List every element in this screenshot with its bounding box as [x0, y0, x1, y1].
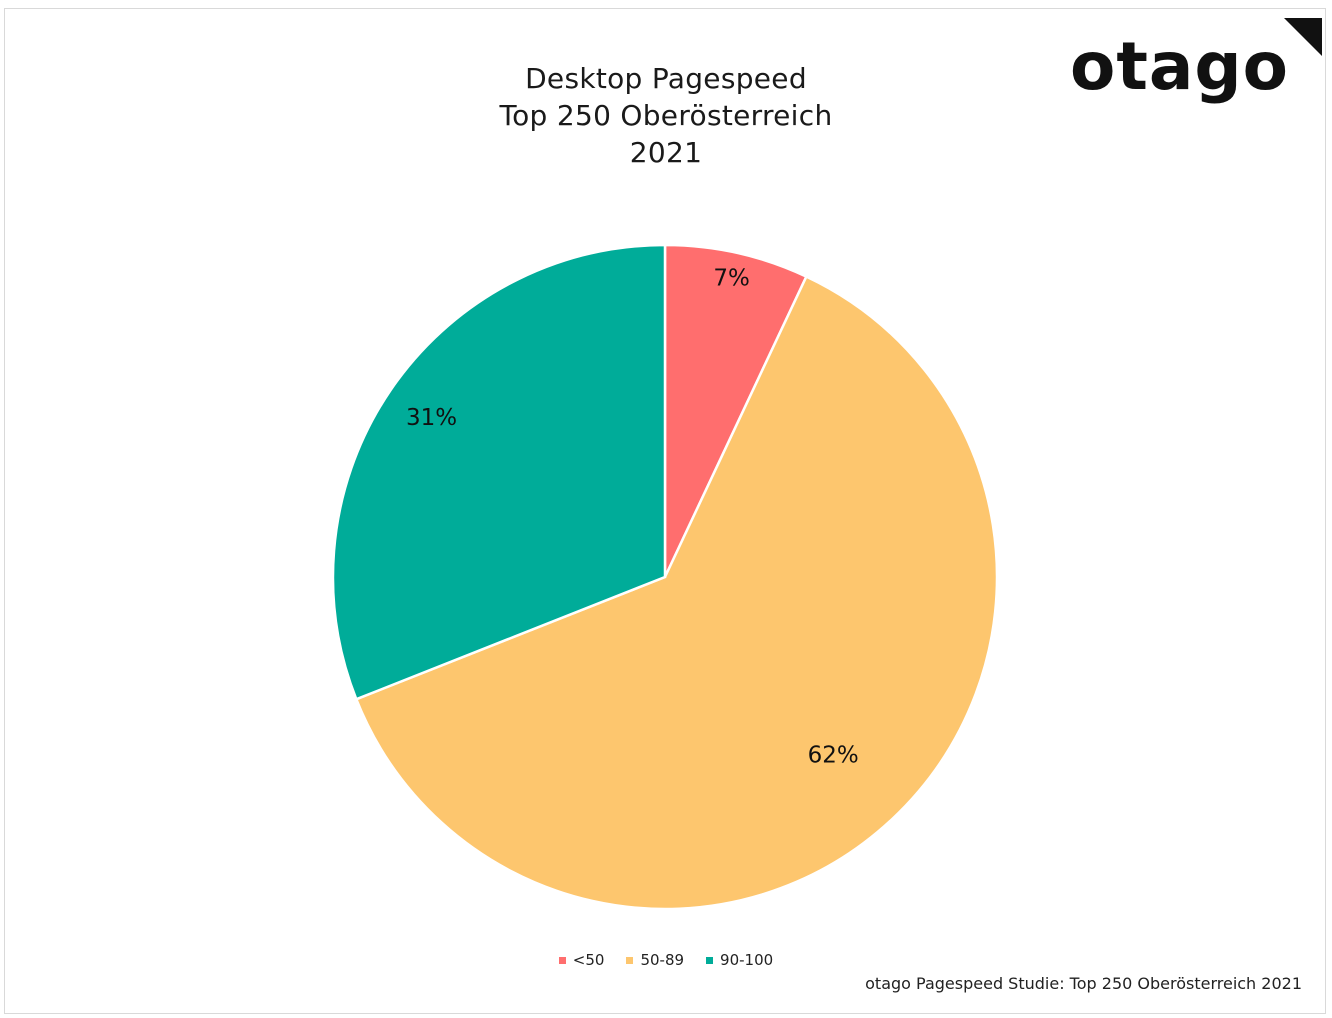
legend-label: 90-100: [720, 951, 774, 969]
title-line-1: Desktop Pagespeed: [525, 62, 807, 95]
slice-data-label: 7%: [713, 265, 750, 291]
legend-label: 50-89: [640, 951, 685, 969]
otago-logo: otago: [1070, 28, 1290, 105]
slice-data-label: 62%: [808, 743, 859, 769]
chart-title: Desktop Pagespeed Top 250 Oberösterreich…: [0, 60, 1332, 171]
title-line-2: Top 250 Oberösterreich: [499, 99, 833, 132]
legend-item: 50-89: [626, 951, 684, 969]
source-note: otago Pagespeed Studie: Top 250 Oberöste…: [865, 974, 1302, 993]
legend-swatch: [626, 956, 634, 964]
legend-swatch: [706, 956, 714, 964]
pie-slice-90-100: [331, 243, 667, 701]
chart-legend: <50 50-89 90-100: [0, 951, 1332, 969]
legend-label: <50: [572, 951, 605, 969]
legend-swatch: [558, 956, 566, 964]
legend-item: 90-100: [706, 951, 773, 969]
legend-item: <50: [558, 951, 605, 969]
logo-corner-triangle-icon: [1284, 18, 1322, 56]
pie-slice-50: [663, 243, 809, 578]
pie-slice-50-89: [354, 274, 999, 911]
slice-data-label: 31%: [406, 405, 457, 431]
title-line-3: 2021: [629, 136, 703, 169]
